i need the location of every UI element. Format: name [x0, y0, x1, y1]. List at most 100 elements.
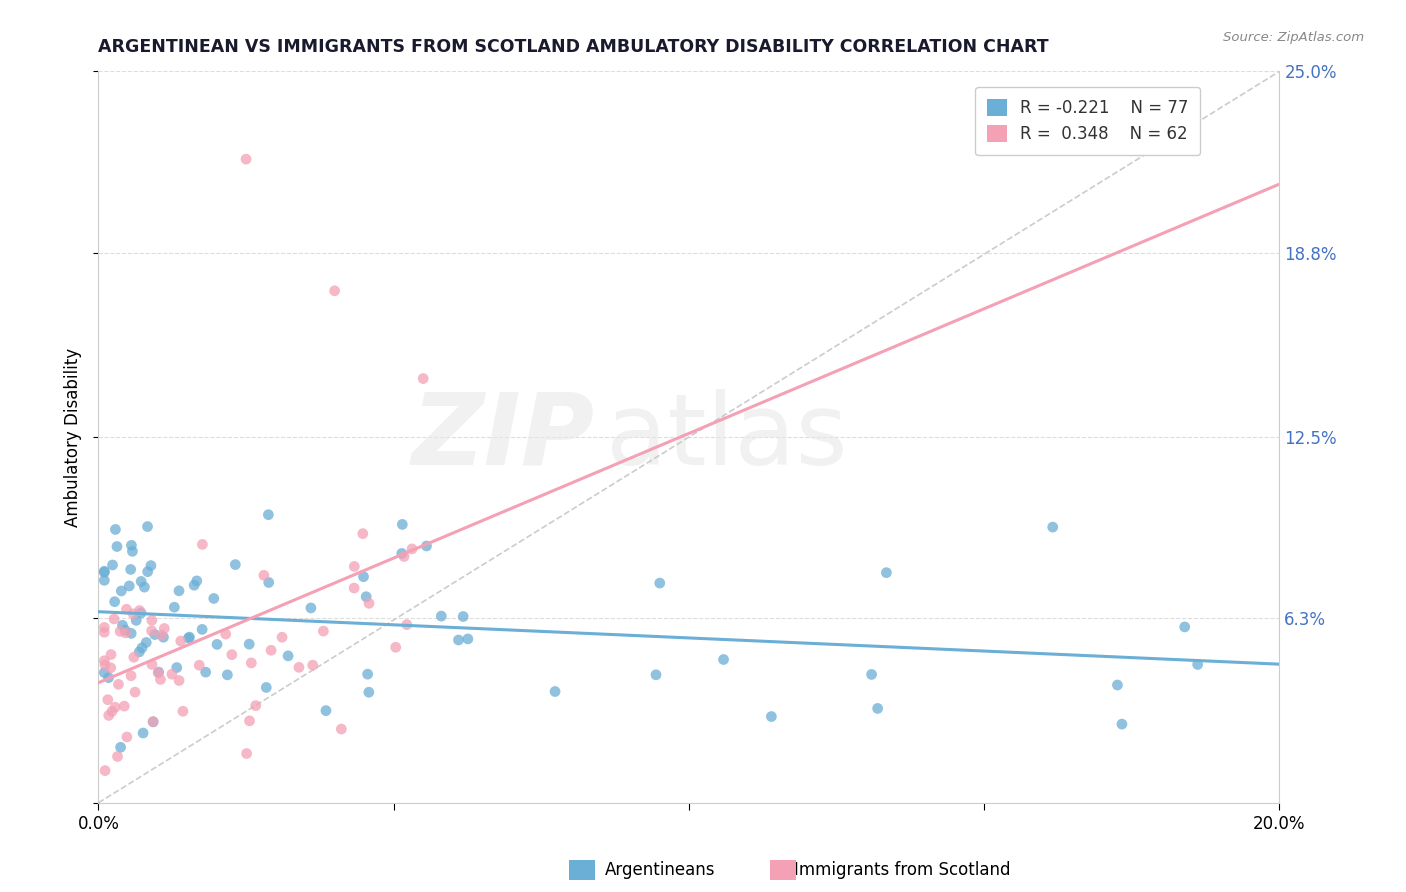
Point [120, 538, 142, 552]
Point [430, 609, 453, 624]
Point [301, 658, 323, 673]
Point [136, 519, 159, 533]
Point [114, 626, 136, 640]
Point [93, 654, 115, 668]
Point [194, 665, 217, 680]
Point [860, 667, 883, 681]
Point [148, 665, 170, 680]
Point [129, 574, 152, 589]
Point [312, 624, 335, 639]
Point [221, 648, 243, 662]
Point [100, 648, 122, 662]
Point [191, 623, 214, 637]
Point [104, 523, 127, 537]
Point [128, 645, 150, 659]
Point [271, 630, 294, 644]
Point [356, 667, 378, 681]
Point [115, 602, 138, 616]
Point [108, 624, 131, 639]
Point [93, 574, 115, 588]
Point [224, 558, 246, 572]
Point [152, 630, 174, 644]
Point [254, 681, 277, 695]
Point [713, 652, 735, 666]
Point [93, 620, 115, 634]
Point [97, 692, 120, 706]
Point [167, 673, 190, 688]
Text: Argentineans: Argentineans [605, 861, 716, 879]
Point [100, 661, 122, 675]
Point [544, 684, 567, 698]
Point [93, 665, 115, 680]
Point [866, 701, 889, 715]
Point [128, 603, 150, 617]
Point [191, 537, 214, 551]
Point [1042, 520, 1064, 534]
Point [288, 660, 311, 674]
Point [139, 558, 162, 573]
Point [124, 685, 146, 699]
Point [122, 650, 145, 665]
Point [238, 637, 260, 651]
Point [110, 583, 132, 598]
Point [645, 668, 668, 682]
Point [129, 606, 152, 620]
Point [257, 575, 280, 590]
Point [401, 541, 423, 556]
Point [395, 617, 418, 632]
Point [153, 622, 176, 636]
Point [188, 658, 211, 673]
Point [391, 546, 413, 560]
Point [97, 671, 120, 685]
Text: ARGENTINEAN VS IMMIGRANTS FROM SCOTLAND AMBULATORY DISABILITY CORRELATION CHART: ARGENTINEAN VS IMMIGRANTS FROM SCOTLAND … [98, 38, 1049, 56]
Point [142, 714, 165, 729]
Point [202, 591, 225, 606]
Point [1187, 657, 1209, 672]
Point [107, 677, 129, 691]
Point [94, 657, 117, 672]
Point [93, 566, 115, 580]
Point [163, 600, 186, 615]
Point [101, 558, 124, 572]
Point [112, 699, 135, 714]
Point [245, 698, 267, 713]
Point [447, 632, 470, 647]
Point [343, 559, 366, 574]
Point [1107, 678, 1129, 692]
Text: atlas: atlas [606, 389, 848, 485]
Point [118, 579, 141, 593]
Point [120, 669, 142, 683]
Point [457, 632, 479, 646]
Point [253, 568, 276, 582]
Text: ZIP: ZIP [412, 389, 595, 485]
Point [172, 704, 194, 718]
Legend: R = -0.221    N = 77, R =  0.348    N = 62: R = -0.221 N = 77, R = 0.348 N = 62 [976, 87, 1201, 155]
Point [170, 634, 193, 648]
Point [134, 580, 156, 594]
Point [105, 540, 128, 554]
Point [217, 668, 239, 682]
Point [150, 628, 173, 642]
Point [131, 640, 153, 655]
Point [110, 740, 132, 755]
Point [235, 152, 257, 166]
Point [277, 648, 299, 663]
Point [94, 764, 117, 778]
Point [1111, 717, 1133, 731]
Point [240, 656, 263, 670]
Point [121, 544, 143, 558]
Point [330, 722, 353, 736]
Point [115, 730, 138, 744]
Point [104, 595, 127, 609]
Point [141, 624, 163, 638]
Point [104, 700, 127, 714]
Point [353, 570, 375, 584]
Point [354, 590, 377, 604]
Point [384, 640, 406, 655]
Point [93, 564, 115, 578]
Point [260, 643, 283, 657]
Point [122, 607, 145, 621]
Point [143, 627, 166, 641]
Point [141, 613, 163, 627]
Point [125, 613, 148, 627]
